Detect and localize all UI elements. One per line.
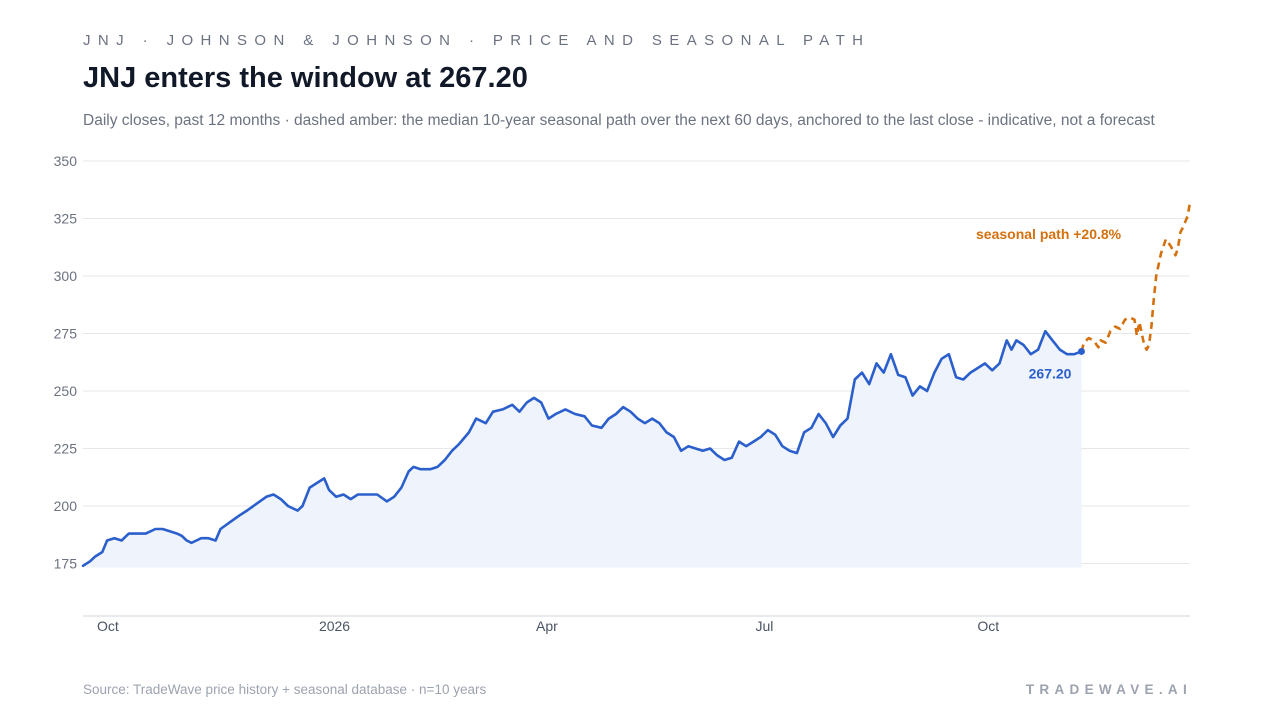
y-tick-label: 275 (54, 326, 78, 342)
last-close-marker (1077, 347, 1085, 355)
y-tick-label: 250 (54, 383, 78, 399)
y-tick-label: 175 (54, 556, 78, 572)
y-tick-label: 225 (54, 441, 78, 457)
x-tick-label: Apr (536, 618, 558, 634)
y-tick-label: 200 (54, 498, 78, 514)
price-line (81, 329, 1083, 568)
x-tick-label: Oct (97, 618, 119, 634)
y-tick-label: 350 (54, 153, 78, 169)
x-tick-label: 2026 (319, 618, 350, 634)
seasonal-path-label: seasonal path +20.8% (976, 226, 1122, 242)
y-tick-label: 325 (54, 211, 78, 227)
x-tick-label: Oct (977, 618, 999, 634)
brand-logo: TRADEWAVE.AI (1025, 682, 1192, 697)
price-area-fill (83, 331, 1082, 568)
last-close-label: 267.20 (1029, 365, 1072, 381)
chart-subtitle: Daily closes, past 12 months · dashed am… (83, 112, 1155, 129)
source-note: Source: TradeWave price history + season… (83, 682, 487, 697)
y-tick-label: 300 (54, 268, 78, 284)
x-tick-label: Jul (755, 618, 773, 634)
chart-title: JNJ enters the window at 267.20 (83, 62, 528, 94)
seasonal-path-line (1080, 202, 1192, 352)
chart-eyebrow: JNJ · JOHNSON & JOHNSON · PRICE AND SEAS… (83, 32, 871, 49)
